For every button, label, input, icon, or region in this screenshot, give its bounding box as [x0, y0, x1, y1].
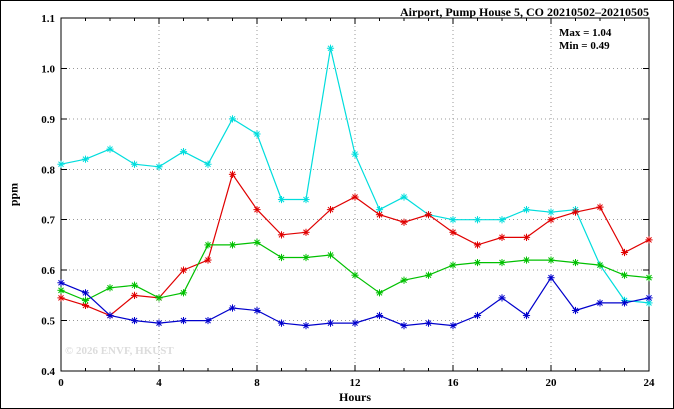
- max-min-annotation: Max = 1.04 Min = 0.49: [559, 27, 611, 53]
- svg-text:0.8: 0.8: [41, 164, 55, 176]
- svg-text:0.9: 0.9: [41, 114, 55, 126]
- svg-text:12: 12: [350, 377, 362, 389]
- min-annotation: Min = 0.49: [559, 40, 610, 52]
- svg-text:20: 20: [546, 377, 558, 389]
- svg-text:0.7: 0.7: [41, 215, 55, 227]
- svg-text:0.4: 0.4: [41, 366, 55, 378]
- max-annotation: Max = 1.04: [559, 27, 612, 39]
- svg-text:8: 8: [254, 377, 260, 389]
- svg-text:1.1: 1.1: [41, 13, 55, 25]
- svg-text:0.6: 0.6: [41, 265, 55, 277]
- y-axis-label: ppm: [6, 182, 21, 207]
- x-axis-label: Hours: [338, 390, 371, 404]
- svg-text:1.0: 1.0: [41, 63, 55, 75]
- svg-text:4: 4: [156, 377, 162, 389]
- watermark: © 2026 ENVF, HKUST: [65, 345, 174, 357]
- svg-text:24: 24: [644, 377, 656, 389]
- svg-text:0: 0: [58, 377, 64, 389]
- chart-title: Airport, Pump House 5, CO 20210502–20210…: [400, 5, 649, 19]
- svg-text:16: 16: [448, 377, 460, 389]
- svg-text:0.5: 0.5: [41, 316, 55, 328]
